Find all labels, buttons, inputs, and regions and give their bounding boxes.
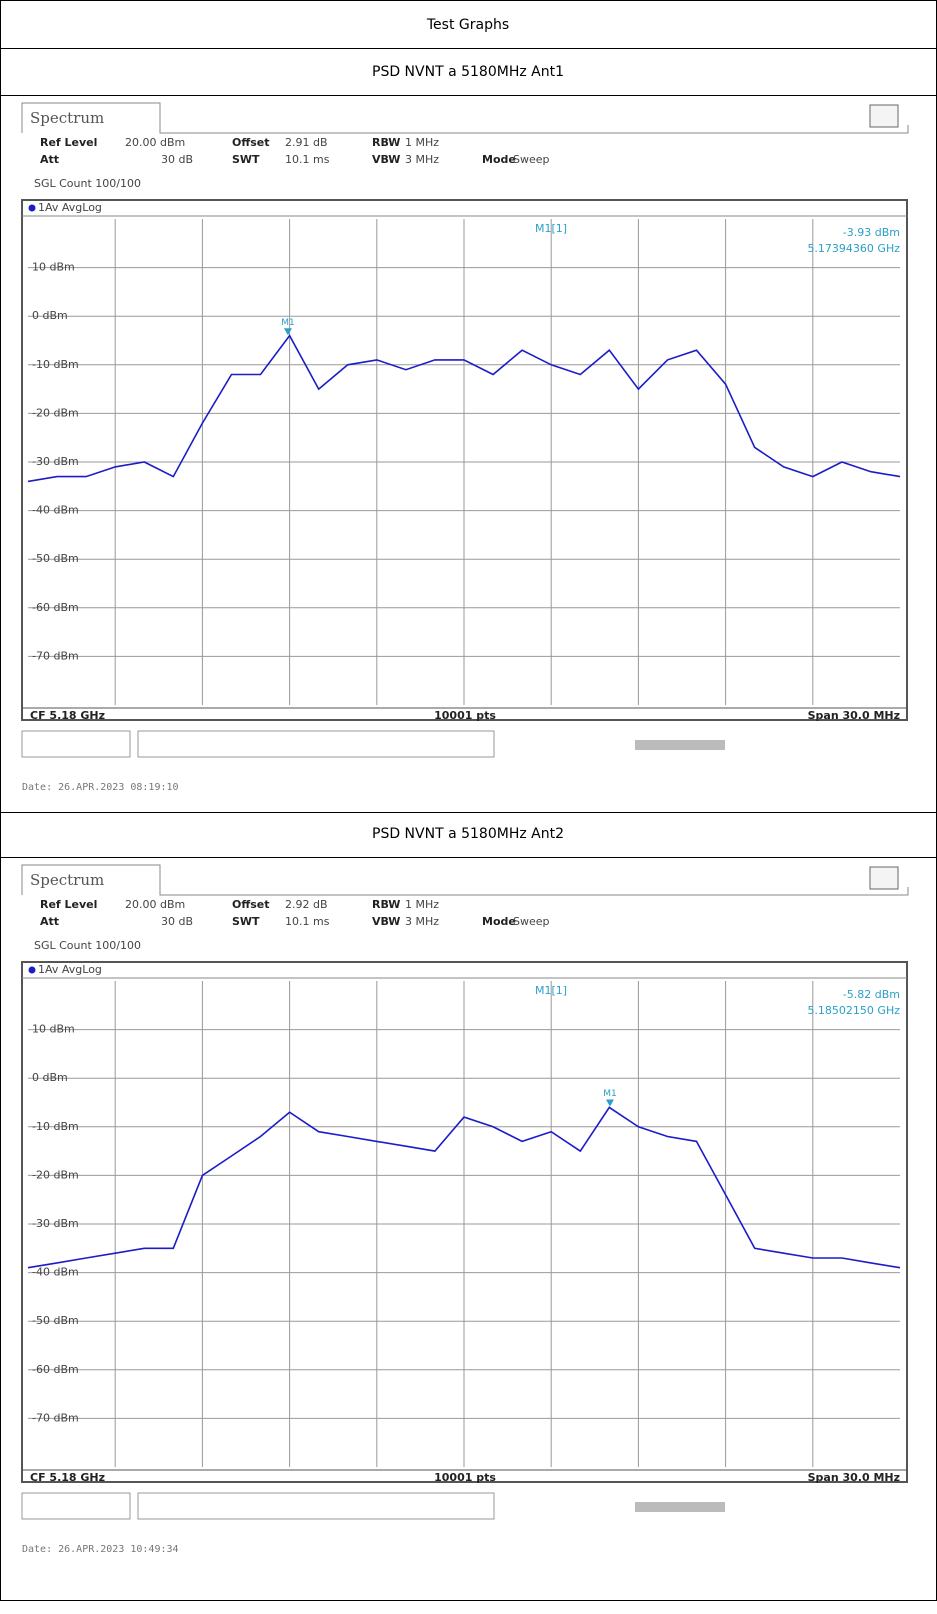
setting-label: Ref Level [40,136,97,149]
y-tick-label: 0 dBm [32,1071,68,1084]
setting-label: VBW [372,915,400,928]
trace-dot [29,205,36,212]
setting-value: 10.1 ms [285,153,330,166]
date: Date: 26.APR.2023 10:49:34 [22,1544,179,1555]
y-tick-label: -40 dBm [32,504,79,517]
table-border [1,1,937,1601]
span: Span 30.0 MHz [808,709,900,722]
marker [606,1099,614,1106]
icon [870,867,898,889]
setting-value: Sweep [513,153,550,166]
setting-label: Mode [482,153,516,166]
y-tick-label: -40 dBm [32,1266,79,1279]
points: 10001 pts [434,1471,496,1484]
y-tick-label: -50 dBm [32,1314,79,1327]
setting-label: Att [40,915,59,928]
setting-label: SWT [232,153,260,166]
y-tick-label: -70 dBm [32,1411,79,1424]
marker-label: M1 [281,318,295,328]
y-tick-label: -20 dBm [32,406,79,419]
y-tick-label: 0 dBm [32,309,68,322]
y-tick-label: -20 dBm [32,1168,79,1181]
marker-freq: 5.17394360 GHz [807,242,900,255]
status-box [22,1493,130,1519]
setting-value: 2.91 dB [285,136,328,149]
marker-name: M1[1] [535,222,567,235]
panel-label: Spectrum [30,109,104,127]
points: 10001 pts [434,709,496,722]
panel-label: Spectrum [30,871,104,889]
tab [22,103,908,133]
trace-dot [29,967,36,974]
setting-label: VBW [372,153,400,166]
chart-title: PSD NVNT a 5180MHz Ant1 [372,64,564,80]
status-box [138,1493,494,1519]
marker-label: M1 [603,1089,617,1099]
setting-value: 3 MHz [405,915,439,928]
setting-value: 30 dB [161,153,193,166]
y-tick-label: -60 dBm [32,1363,79,1376]
center-freq: CF 5.18 GHz [30,709,105,722]
tab [22,865,908,895]
status-bar [635,1502,725,1512]
setting-label: RBW [372,898,400,911]
chart-title: PSD NVNT a 5180MHz Ant2 [372,826,564,842]
setting-label: Offset [232,136,270,149]
status-box [138,731,494,757]
setting-label: SWT [232,915,260,928]
setting-label: Att [40,153,59,166]
table-title: Test Graphs [426,17,509,33]
setting-value: 10.1 ms [285,915,330,928]
y-tick-label: -50 dBm [32,552,79,565]
setting-value: 1 MHz [405,898,439,911]
y-tick-label: -70 dBm [32,649,79,662]
y-tick-label: -60 dBm [32,601,79,614]
y-tick-label: -10 dBm [32,358,79,371]
setting-label: Mode [482,915,516,928]
marker-name: M1[1] [535,984,567,997]
marker-value: -3.93 dBm [843,226,900,239]
setting-label: RBW [372,136,400,149]
marker [284,328,292,335]
y-tick-label: -30 dBm [32,455,79,468]
page: Test Graphs PSD NVNT a 5180MHz Ant1 Spect… [0,0,937,1614]
setting-value: 30 dB [161,915,193,928]
date: Date: 26.APR.2023 08:19:10 [22,782,179,793]
icon [870,105,898,127]
setting-value: 2.92 dB [285,898,328,911]
setting-value: Sweep [513,915,550,928]
y-tick-label: 10 dBm [32,261,75,274]
setting-label: Ref Level [40,898,97,911]
y-tick-label: -10 dBm [32,1120,79,1133]
count: SGL Count 100/100 [34,939,141,952]
center-freq: CF 5.18 GHz [30,1471,105,1484]
status-box [22,731,130,757]
y-tick-label: -30 dBm [32,1217,79,1230]
trace-label: 1Av AvgLog [38,201,102,214]
count: SGL Count 100/100 [34,177,141,190]
setting-value: 3 MHz [405,153,439,166]
marker-freq: 5.18502150 GHz [807,1004,900,1017]
trace-label: 1Av AvgLog [38,963,102,976]
setting-label: Offset [232,898,270,911]
y-tick-label: 10 dBm [32,1023,75,1036]
marker-value: -5.82 dBm [843,988,900,1001]
setting-value: 20.00 dBm [125,136,185,149]
span: Span 30.0 MHz [808,1471,900,1484]
setting-value: 1 MHz [405,136,439,149]
setting-value: 20.00 dBm [125,898,185,911]
status-bar [635,740,725,750]
